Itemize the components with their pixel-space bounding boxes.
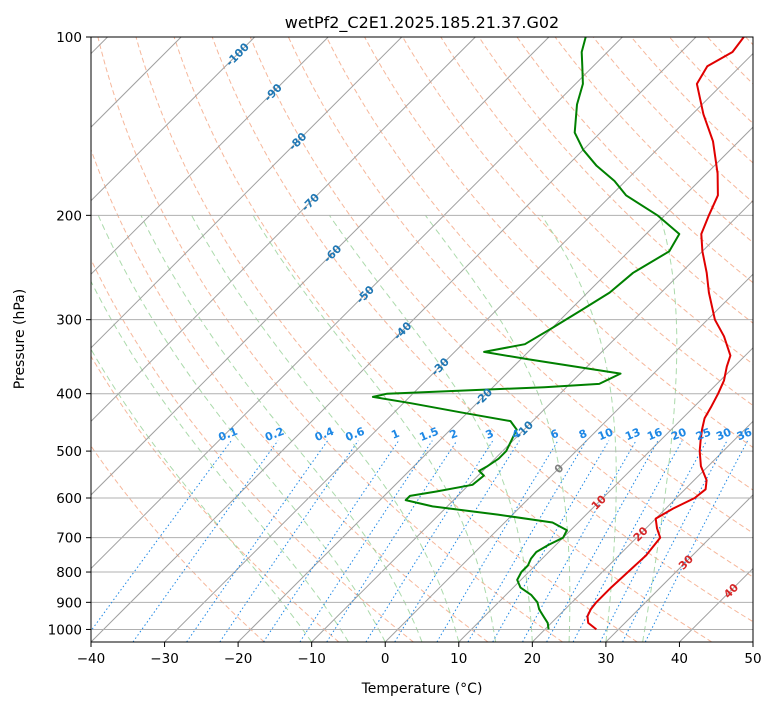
mixing-ratio-line xyxy=(522,440,637,642)
mixing-ratio-line xyxy=(132,440,279,642)
x-tick-label: 40 xyxy=(671,651,688,667)
moist-adiabat-line xyxy=(424,215,571,642)
moist-adiabat-line xyxy=(328,215,533,642)
x-axis-label: Temperature (°C) xyxy=(361,681,483,697)
dry-adiabat-line xyxy=(211,37,753,623)
dry-adiabat-line xyxy=(91,148,489,642)
isotherm-line xyxy=(605,494,753,642)
isotherm-line xyxy=(91,37,256,202)
mixing-ratio-label: 13 xyxy=(623,425,642,443)
mixing-ratio-label: 10 xyxy=(596,425,615,443)
dry-adiabat-line xyxy=(91,355,340,642)
mixing-ratio-line xyxy=(622,440,728,642)
mixing-ratio-label: 2 xyxy=(448,427,460,442)
y-tick-label: 700 xyxy=(56,531,82,547)
mixing-ratio-line xyxy=(599,440,708,642)
y-tick-label: 400 xyxy=(56,387,82,403)
isotherm-line xyxy=(531,420,753,642)
mixing-ratio-label: 16 xyxy=(645,425,664,443)
isotherm-line xyxy=(164,52,753,642)
moist-adiabat-line xyxy=(140,215,423,642)
isotherm-line xyxy=(311,199,753,642)
isotherm-line xyxy=(91,37,403,349)
isotherm-line xyxy=(91,37,550,496)
y-tick-label: 1000 xyxy=(48,622,82,638)
isotherm-line xyxy=(237,126,753,642)
y-tick-label: 600 xyxy=(56,491,82,507)
x-tick-label: 30 xyxy=(597,651,614,667)
dry-adiabat-line xyxy=(135,37,638,642)
axes: −40 −30 −20 −10 0 10 20 30 40 50 100 200 300 400 500 60… xyxy=(48,30,762,667)
mixing-ratio-line xyxy=(219,440,359,642)
y-tick-label: 800 xyxy=(56,565,82,581)
y-tick-label: 200 xyxy=(56,208,82,224)
x-tick-label: 20 xyxy=(524,651,541,667)
dry-adiabat-line xyxy=(516,37,753,284)
moist-adiabat-line xyxy=(541,215,617,642)
mixing-ratio-label: 36 xyxy=(735,425,754,443)
isotherm-line xyxy=(91,37,329,275)
temperature-profile xyxy=(586,37,745,631)
moist-adiabat-line xyxy=(252,215,497,642)
plot-area xyxy=(91,37,753,642)
y-tick-label: 100 xyxy=(56,30,82,46)
dry-adiabat-line xyxy=(173,37,713,642)
isotherm-line xyxy=(91,37,623,570)
dry-adiabat-line xyxy=(402,37,753,407)
dry-adiabat-line xyxy=(249,37,753,578)
mixing-ratio-line xyxy=(186,440,329,642)
isotherm-line xyxy=(384,273,753,642)
x-tick-label: 50 xyxy=(744,651,761,667)
moist-adiabat-line xyxy=(191,215,460,642)
y-tick-label: 900 xyxy=(56,595,82,611)
plot-frame xyxy=(90,36,754,643)
sounding-profiles xyxy=(371,37,745,631)
dry-adiabat-line xyxy=(592,37,753,204)
x-tick-label: 10 xyxy=(450,651,467,667)
reference-lines xyxy=(91,37,753,642)
mixing-ratio-line xyxy=(436,440,559,642)
mixing-ratio-label: 30 xyxy=(714,425,733,443)
dry-adiabat-line xyxy=(326,37,753,491)
y-tick-label: 500 xyxy=(56,444,82,460)
dry-adiabat-line xyxy=(440,37,753,365)
dewpoint-profile xyxy=(371,37,681,630)
chart-title: wetPf2_C2E1.2025.185.21.37.G02 xyxy=(285,13,559,33)
mixing-ratio-line xyxy=(644,440,749,642)
moist-adiabat-line xyxy=(97,215,386,642)
y-axis-label: Pressure (hPa) xyxy=(12,289,28,389)
mixing-ratio-line xyxy=(91,440,232,632)
mixing-ratio-line xyxy=(263,440,400,642)
dry-adiabat-line xyxy=(97,37,563,642)
dry-adiabat-line xyxy=(91,258,414,642)
mixing-ratio-line xyxy=(299,440,433,642)
mixing-ratio-line xyxy=(394,440,520,642)
mixing-ratio-label: 20 xyxy=(669,425,688,443)
mixing-ratio-label: 3 xyxy=(484,427,496,442)
dry-adiabat-line xyxy=(287,37,753,534)
isotherm-line xyxy=(91,37,697,642)
mixing-ratio-label: 25 xyxy=(694,425,713,443)
x-tick-label: 0 xyxy=(381,651,390,667)
dry-adiabat-line xyxy=(478,37,753,324)
mixing-ratio-line xyxy=(467,440,587,642)
isotherm-line xyxy=(458,347,753,642)
x-tick-label: −40 xyxy=(77,651,106,667)
x-tick-label: −20 xyxy=(224,651,253,667)
x-tick-label: −30 xyxy=(150,651,179,667)
mixing-ratio-label: 8 xyxy=(577,427,589,442)
x-tick-label: −10 xyxy=(297,651,326,667)
y-tick-label: 300 xyxy=(56,313,82,329)
isotherm-line xyxy=(91,37,476,423)
mixing-ratio-label: 1 xyxy=(389,427,401,442)
moist-adiabat-line xyxy=(91,348,313,642)
